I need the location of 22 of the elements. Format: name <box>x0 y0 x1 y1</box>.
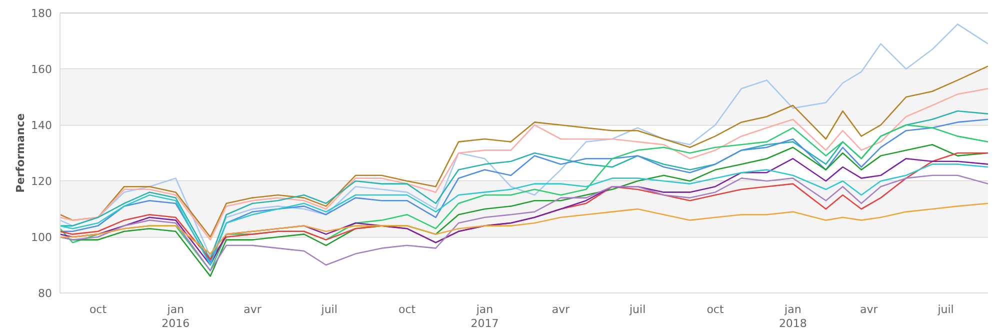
y-tick-label: 160 <box>31 62 52 76</box>
y-tick-label: 140 <box>31 118 52 132</box>
line-series <box>60 202 988 254</box>
line-series <box>60 24 988 258</box>
x-tick-label: oct <box>398 303 416 316</box>
y-tick-label: 100 <box>31 230 52 244</box>
y-tick-label: 180 <box>31 6 52 20</box>
x-tick-label: jan 2018 <box>778 303 807 330</box>
y-axis-title: Performance <box>14 113 27 193</box>
x-tick-label: avr <box>244 303 262 316</box>
y-tick-label: 120 <box>31 174 52 188</box>
y-tick-label: 80 <box>38 286 52 300</box>
x-tick-label: juil <box>936 303 954 316</box>
line-series <box>60 174 988 272</box>
x-tick-label: oct <box>89 303 108 316</box>
x-tick-label: avr <box>552 303 570 316</box>
x-tick-label: juil <box>628 303 646 316</box>
x-tick-label: jan 2017 <box>470 303 499 330</box>
x-tick-label: juil <box>320 303 338 316</box>
x-tick-label: avr <box>860 303 878 316</box>
x-tick-label: jan 2016 <box>162 303 190 330</box>
x-tick-label: oct <box>706 303 724 316</box>
